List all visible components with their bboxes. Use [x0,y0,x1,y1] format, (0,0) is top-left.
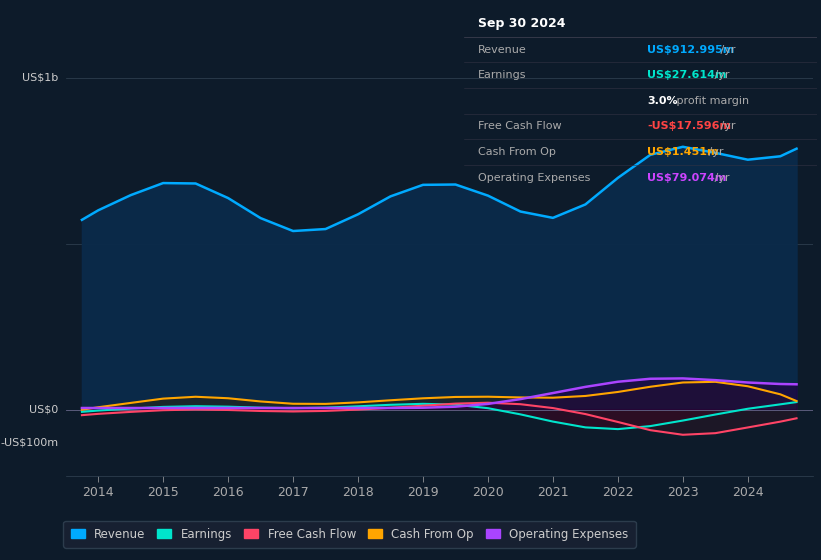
Text: Cash From Op: Cash From Op [478,147,556,157]
Text: Operating Expenses: Operating Expenses [478,172,590,183]
Text: Earnings: Earnings [478,70,526,80]
Text: US$912.995m: US$912.995m [648,45,735,55]
Text: /yr: /yr [711,172,730,183]
Text: profit margin: profit margin [673,96,749,106]
Text: US$27.614m: US$27.614m [648,70,727,80]
Text: 3.0%: 3.0% [648,96,678,106]
Legend: Revenue, Earnings, Free Cash Flow, Cash From Op, Operating Expenses: Revenue, Earnings, Free Cash Flow, Cash … [63,521,635,548]
Text: US$1.451m: US$1.451m [648,147,719,157]
Text: /yr: /yr [711,70,730,80]
Text: -US$100m: -US$100m [0,438,58,448]
Text: Revenue: Revenue [478,45,527,55]
Text: /yr: /yr [718,45,736,55]
Text: US$1b: US$1b [22,73,58,83]
Text: -US$17.596m: -US$17.596m [648,122,732,132]
Text: Sep 30 2024: Sep 30 2024 [478,17,566,30]
Text: US$0: US$0 [29,405,58,414]
Text: /yr: /yr [718,122,736,132]
Text: /yr: /yr [704,147,723,157]
Text: Free Cash Flow: Free Cash Flow [478,122,562,132]
Text: US$79.074m: US$79.074m [648,172,727,183]
